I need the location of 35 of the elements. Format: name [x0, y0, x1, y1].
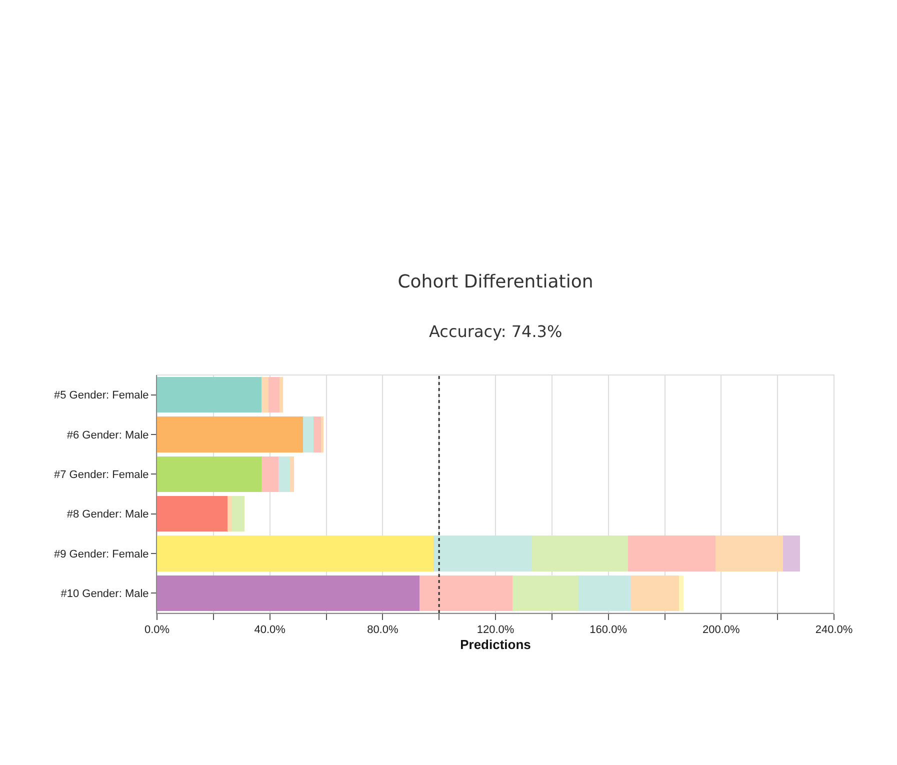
bar	[157, 536, 434, 572]
bar	[532, 536, 628, 572]
bar	[678, 575, 684, 612]
bar	[512, 575, 579, 612]
bar	[419, 575, 512, 612]
chart-subtitle: Accuracy: 74.3%	[429, 322, 562, 341]
chart-title: Cohort Differentiation	[398, 271, 594, 292]
bar	[290, 456, 294, 492]
x-tick-label: 160.0%	[590, 624, 628, 636]
x-tick-label: 0.0%	[144, 624, 170, 636]
y-tick-label: #5 Gender: Female	[54, 390, 149, 402]
x-tick-label: 200.0%	[702, 624, 740, 636]
bar	[157, 456, 262, 492]
bar	[280, 376, 283, 413]
x-tick-label: 40.0%	[254, 624, 286, 636]
bar	[157, 496, 228, 532]
x-axis-title: Predictions	[460, 636, 531, 652]
x-tick-label: 80.0%	[367, 624, 398, 636]
bar	[630, 575, 679, 612]
y-tick-label: #6 Gender: Male	[66, 429, 149, 442]
bar	[157, 416, 303, 452]
bar	[302, 416, 314, 452]
x-tick-label: 240.0%	[815, 624, 853, 636]
bar	[157, 575, 420, 612]
y-tick-label: #8 Gender: Male	[66, 508, 149, 521]
x-tick-label: 120.0%	[476, 624, 514, 636]
y-tick-label: #9 Gender: Female	[54, 548, 149, 560]
bar	[232, 496, 244, 532]
bar	[157, 376, 262, 413]
bar	[261, 456, 278, 492]
y-tick-label: #7 Gender: Female	[54, 469, 149, 482]
y-tick-label: #10 Gender: Male	[60, 588, 149, 600]
bar	[716, 536, 784, 572]
bar	[433, 536, 532, 572]
bar	[783, 536, 800, 572]
